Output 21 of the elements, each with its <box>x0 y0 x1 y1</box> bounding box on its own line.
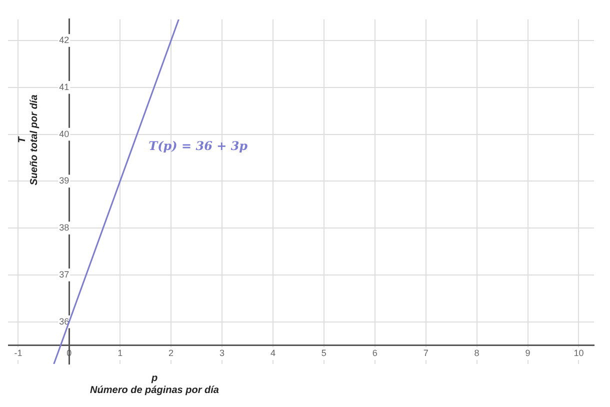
x-tick-label: -1 <box>14 348 22 358</box>
y-tick-label: 39 <box>59 176 70 186</box>
y-tick-label: 40 <box>59 128 70 139</box>
x-tick-label: 3 <box>220 348 225 358</box>
y-axis-title: T Sueño total por día <box>16 94 40 186</box>
x-tick-label: 6 <box>372 348 378 358</box>
x-tick-label: 2 <box>168 348 174 358</box>
x-tick-label: 8 <box>474 348 480 358</box>
y-tick-label: 37 <box>59 269 70 280</box>
x-tick-label: 5 <box>321 348 326 358</box>
y-tick-label: 41 <box>59 82 70 92</box>
y-tick-label: 36 <box>59 316 70 326</box>
y-tick-label: 38 <box>59 222 70 233</box>
x-tick-label: 1 <box>118 348 123 358</box>
y-tick-label: 42 <box>59 34 70 45</box>
x-tick-label: 9 <box>525 348 530 358</box>
annotation: T(p) = 36 + 3p <box>148 139 248 154</box>
x-tick-label: 7 <box>423 348 428 358</box>
x-tick-label: 4 <box>270 348 276 358</box>
x-tick-label: 10 <box>574 348 584 358</box>
x-axis-title: p Número de páginas por día <box>90 372 220 396</box>
